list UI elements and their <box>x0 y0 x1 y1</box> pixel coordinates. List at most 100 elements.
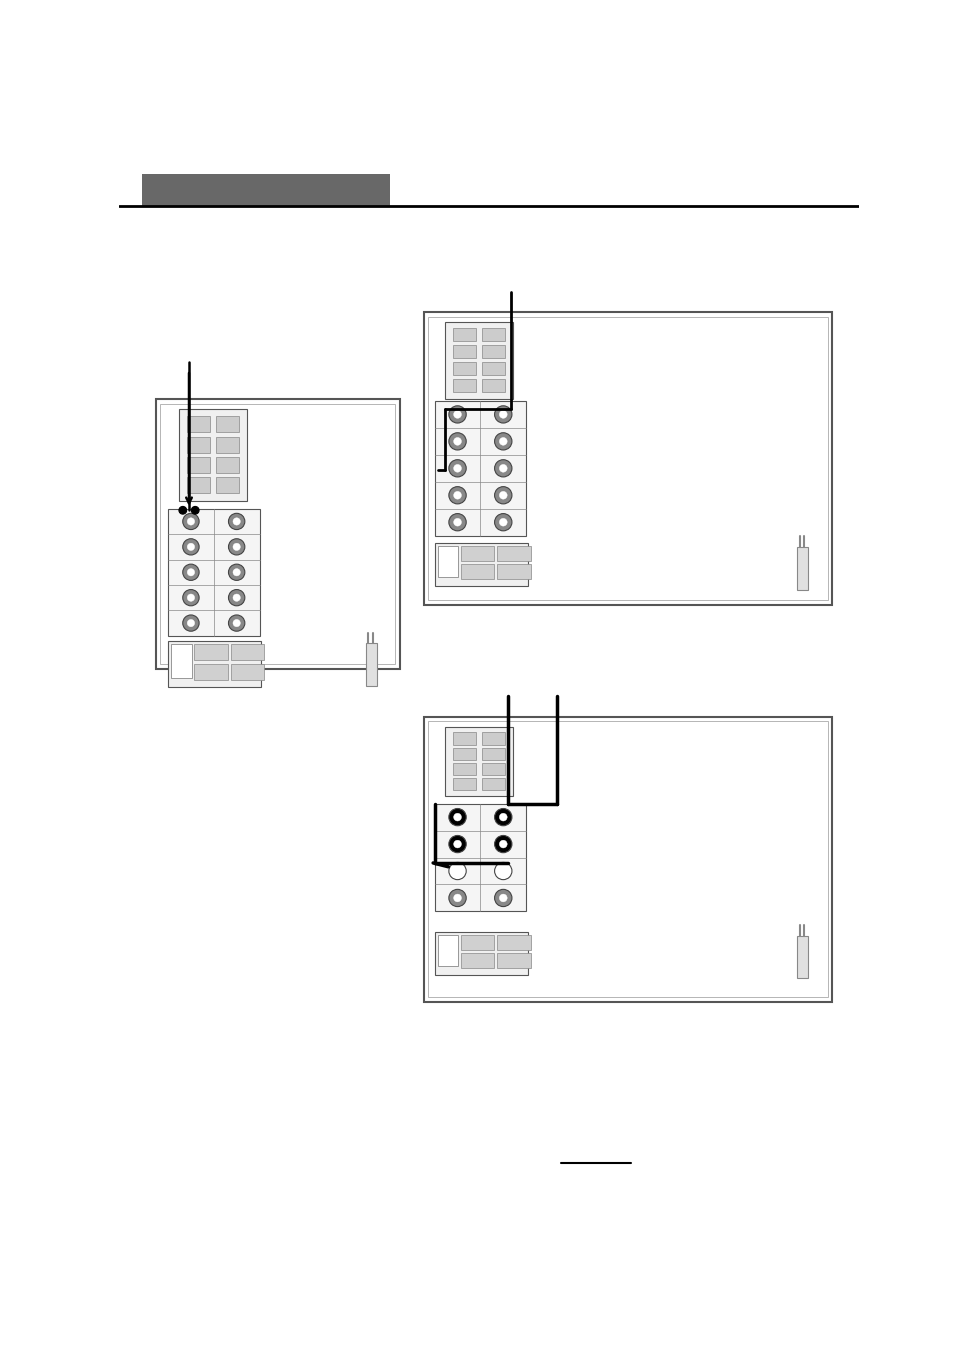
Bar <box>481 329 504 342</box>
Bar <box>453 748 476 760</box>
Bar <box>460 953 494 968</box>
Bar <box>423 312 831 604</box>
Circle shape <box>494 808 512 826</box>
Bar <box>231 664 264 680</box>
Circle shape <box>454 840 461 848</box>
Bar <box>423 717 831 1002</box>
Bar <box>215 416 238 433</box>
Bar <box>497 953 530 968</box>
Bar <box>215 437 238 453</box>
Circle shape <box>498 814 507 821</box>
Circle shape <box>449 487 466 504</box>
Circle shape <box>494 406 512 423</box>
Bar <box>497 564 530 579</box>
Bar <box>453 345 476 358</box>
Circle shape <box>498 894 507 902</box>
Circle shape <box>454 518 461 526</box>
Bar <box>215 457 238 473</box>
Circle shape <box>449 836 466 853</box>
Circle shape <box>228 514 245 530</box>
Circle shape <box>494 460 512 477</box>
Bar <box>160 404 395 664</box>
Circle shape <box>498 411 507 418</box>
Bar <box>171 645 192 677</box>
Bar <box>365 644 376 685</box>
Circle shape <box>454 814 461 821</box>
Circle shape <box>494 433 512 450</box>
Bar <box>453 362 476 376</box>
Circle shape <box>233 569 240 576</box>
Circle shape <box>183 615 199 631</box>
Bar <box>453 329 476 342</box>
Bar <box>435 402 525 535</box>
Circle shape <box>228 589 245 606</box>
Circle shape <box>498 438 507 445</box>
Circle shape <box>228 615 245 631</box>
Circle shape <box>187 619 194 627</box>
Bar <box>142 174 390 206</box>
Bar <box>435 933 527 975</box>
Circle shape <box>233 518 240 525</box>
Bar <box>428 316 827 600</box>
Bar <box>155 399 399 669</box>
Bar <box>453 379 476 392</box>
Bar <box>797 936 807 979</box>
Bar <box>481 777 504 791</box>
Circle shape <box>192 507 199 514</box>
Bar <box>444 322 513 399</box>
Circle shape <box>498 840 507 848</box>
Circle shape <box>449 863 466 880</box>
Bar <box>481 748 504 760</box>
Bar <box>460 564 494 579</box>
Bar <box>481 733 504 745</box>
Bar <box>187 437 210 453</box>
Bar <box>193 645 228 660</box>
Circle shape <box>179 507 187 514</box>
Circle shape <box>183 538 199 554</box>
Circle shape <box>449 890 466 907</box>
Circle shape <box>449 406 466 423</box>
Circle shape <box>233 594 240 602</box>
Bar <box>187 457 210 473</box>
Circle shape <box>494 514 512 531</box>
Bar <box>187 416 210 433</box>
Circle shape <box>454 491 461 499</box>
Bar <box>460 546 494 561</box>
Circle shape <box>498 491 507 499</box>
Circle shape <box>449 460 466 477</box>
Bar <box>187 477 210 493</box>
Circle shape <box>187 544 194 550</box>
Bar <box>437 936 457 965</box>
Circle shape <box>454 894 461 902</box>
Circle shape <box>454 465 461 472</box>
Circle shape <box>449 808 466 826</box>
Bar <box>453 733 476 745</box>
Circle shape <box>228 564 245 580</box>
Circle shape <box>187 594 194 602</box>
Circle shape <box>183 564 199 580</box>
Circle shape <box>233 544 240 550</box>
Circle shape <box>233 619 240 627</box>
Circle shape <box>187 569 194 576</box>
Bar <box>453 763 476 775</box>
Bar <box>168 641 261 687</box>
Circle shape <box>228 538 245 554</box>
Bar <box>435 803 525 911</box>
Bar <box>168 508 259 635</box>
Circle shape <box>449 433 466 450</box>
Circle shape <box>494 836 512 853</box>
Bar <box>179 408 247 502</box>
Bar <box>460 936 494 950</box>
Bar <box>497 936 530 950</box>
Circle shape <box>494 863 512 880</box>
Bar <box>481 362 504 376</box>
Circle shape <box>454 438 461 445</box>
Bar <box>497 546 530 561</box>
Circle shape <box>183 589 199 606</box>
Bar <box>193 664 228 680</box>
Bar <box>481 763 504 775</box>
Circle shape <box>187 518 194 525</box>
Circle shape <box>454 411 461 418</box>
Bar <box>444 726 513 796</box>
Bar <box>215 477 238 493</box>
